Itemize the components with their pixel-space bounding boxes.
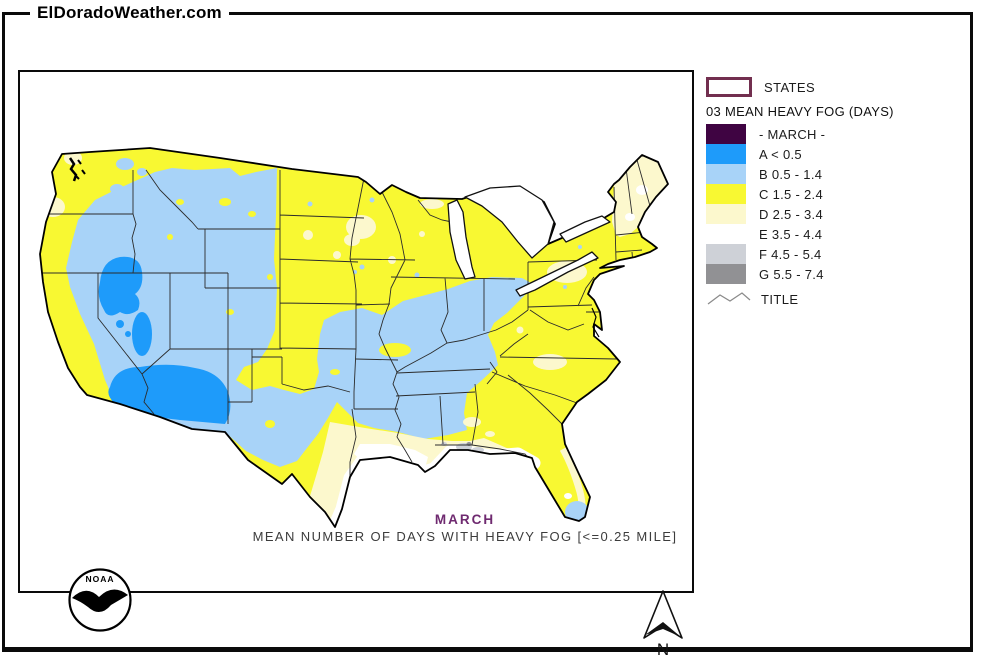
lake-michigan xyxy=(447,199,476,280)
lake-huron xyxy=(464,185,555,259)
legend-title-label: TITLE xyxy=(761,291,799,307)
legend-title-row: TITLE xyxy=(706,289,971,309)
legend-label-g: G 5.5 - 7.4 xyxy=(759,266,824,282)
great-lakes xyxy=(447,185,611,297)
legend-row-g: G 5.5 - 7.4 xyxy=(706,264,971,284)
region-class-c-spots xyxy=(167,198,411,428)
swatch-a xyxy=(706,144,746,164)
legend-label-d: D 2.5 - 3.4 xyxy=(759,206,823,222)
map-frame: NOAA xyxy=(18,70,694,632)
north-arrow: N xyxy=(643,590,683,659)
map-subtitle: MEAN NUMBER OF DAYS WITH HEAVY FOG [<=0.… xyxy=(252,529,678,544)
legend-label-b: B 0.5 - 1.4 xyxy=(759,166,823,182)
lake-erie xyxy=(515,251,599,297)
legend-row-march: - MARCH - xyxy=(706,124,971,144)
north-label: N xyxy=(657,640,669,659)
states-outline-swatch xyxy=(706,77,752,97)
swatch-d xyxy=(706,204,746,224)
legend-label-march: - MARCH - xyxy=(759,126,826,142)
states-label: STATES xyxy=(764,79,816,95)
legend-label-a: A < 0.5 xyxy=(759,146,802,162)
swatch-c xyxy=(706,184,746,204)
site-title: ElDoradoWeather.com xyxy=(30,3,229,22)
noaa-bird-icon xyxy=(72,589,128,613)
swatch-f xyxy=(706,244,746,264)
swatch-e xyxy=(706,224,746,244)
legend-row-a: A < 0.5 xyxy=(706,144,971,164)
page-border xyxy=(2,12,973,652)
map-month-title: MARCH xyxy=(434,512,496,527)
legend-row-f: F 4.5 - 5.4 xyxy=(706,244,971,264)
swatch-g xyxy=(706,264,746,284)
puget-sound-detail xyxy=(68,157,600,338)
swatch-b xyxy=(706,164,746,184)
legend-row-b: B 0.5 - 1.4 xyxy=(706,164,971,184)
north-arrow-icon xyxy=(643,590,683,639)
title-line-icon xyxy=(707,292,751,305)
legend-label-e: E 3.5 - 4.4 xyxy=(759,226,823,242)
legend-row-c: C 1.5 - 2.4 xyxy=(706,184,971,204)
us-outline xyxy=(39,147,669,528)
legend-heading: 03 MEAN HEAVY FOG (DAYS) xyxy=(706,104,894,119)
legend-row-d: D 2.5 - 3.4 xyxy=(706,204,971,224)
state-borders xyxy=(40,159,651,478)
legend-label-c: C 1.5 - 2.4 xyxy=(759,186,823,202)
legend-row-e: E 3.5 - 4.4 xyxy=(706,224,971,244)
legend: STATES 03 MEAN HEAVY FOG (DAYS) - MARCH … xyxy=(706,76,971,309)
legend-states-row: STATES xyxy=(706,76,971,98)
legend-label-f: F 4.5 - 5.4 xyxy=(759,246,822,262)
us-fog-map xyxy=(39,147,669,528)
noaa-logo: NOAA xyxy=(68,568,132,632)
lake-ontario xyxy=(559,215,611,243)
north-arrow-chevron xyxy=(645,622,681,637)
noaa-text: NOAA xyxy=(85,574,114,584)
swatch-march xyxy=(706,124,746,144)
